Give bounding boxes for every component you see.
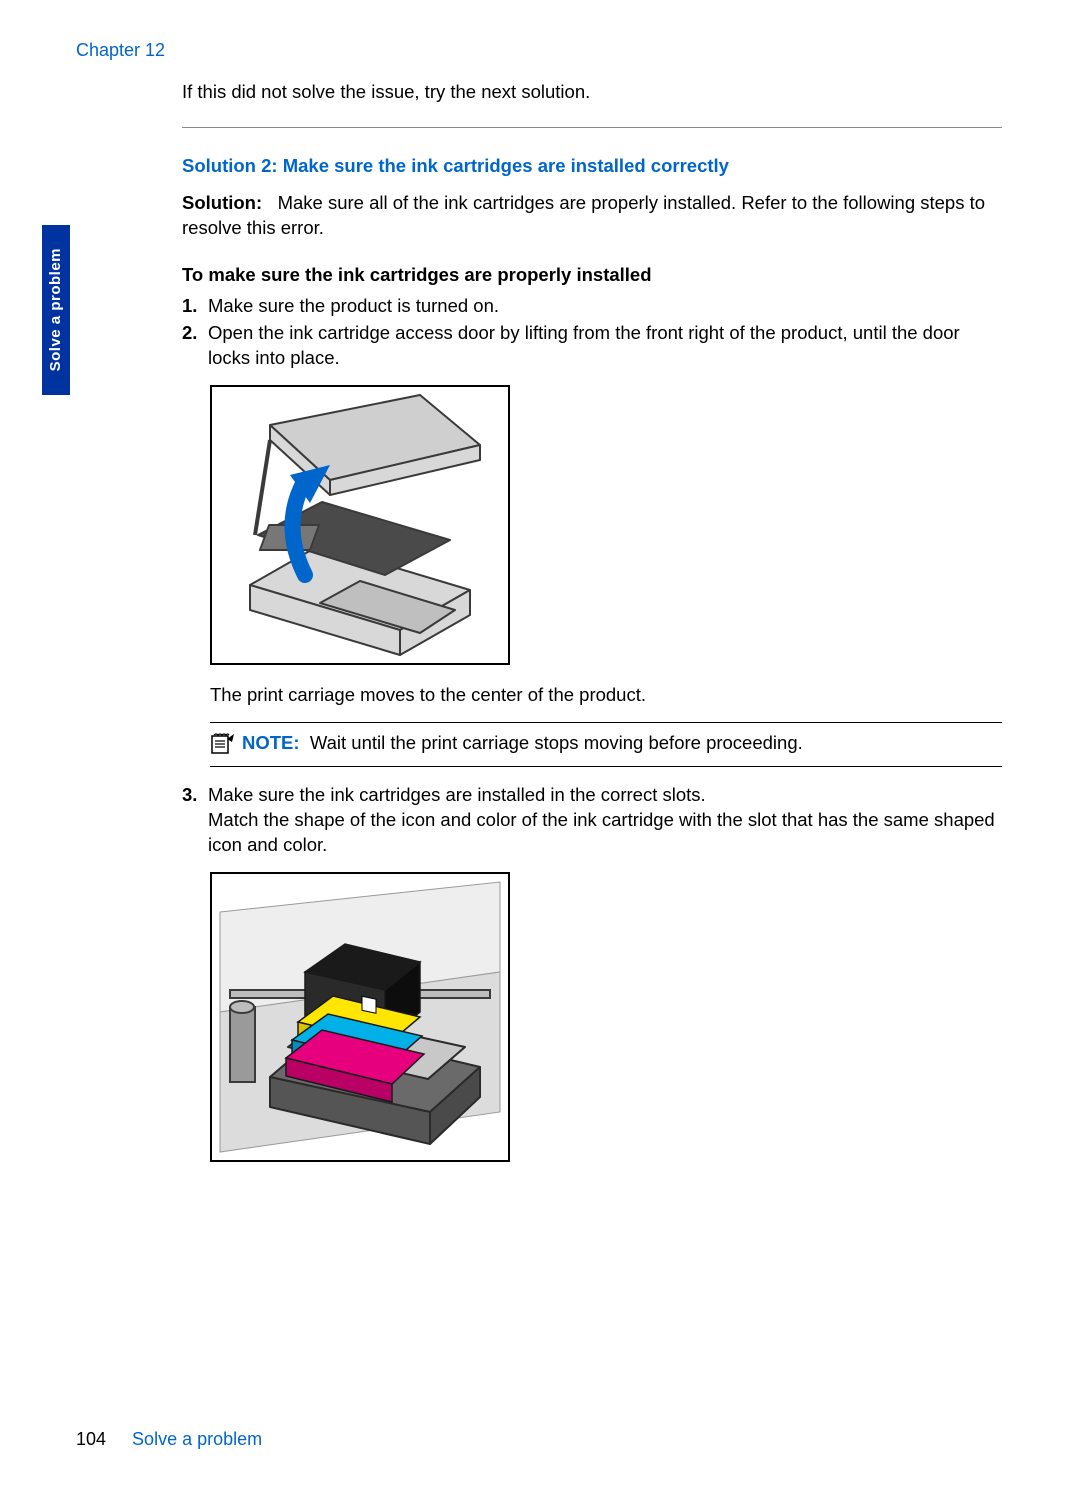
chapter-link[interactable]: Chapter 12 [76,38,1010,62]
solution-label: Solution: [182,192,262,213]
sub-heading: To make sure the ink cartridges are prop… [182,263,1002,288]
solution-title: Solution 2: Make sure the ink cartridges… [182,154,1002,179]
note-label: NOTE: [242,732,300,753]
list-item: 1. Make sure the product is turned on. [182,294,1002,319]
step-number: 1. [182,294,208,319]
list-item: 2. Open the ink cartridge access door by… [182,321,1002,371]
side-tab-label: Solve a problem [46,248,66,371]
steps-list-2: 3. Make sure the ink cartridges are inst… [182,783,1002,858]
step3-line2: Match the shape of the icon and color of… [208,809,995,855]
page-number: 104 [76,1427,106,1451]
note-icon [210,733,236,755]
footer-section: Solve a problem [132,1427,262,1451]
note-box: NOTE: Wait until the print carriage stop… [210,722,1002,767]
divider [182,127,1002,128]
intro-text: If this did not solve the issue, try the… [182,80,1002,105]
note-text: Wait until the print carriage stops movi… [310,732,803,753]
note-content: NOTE: Wait until the print carriage stop… [242,731,803,756]
step-text: Make sure the product is turned on. [208,294,1002,319]
steps-list: 1. Make sure the product is turned on. 2… [182,294,1002,371]
solution-paragraph: Solution: Make sure all of the ink cartr… [182,191,1002,241]
step-text: Open the ink cartridge access door by li… [208,321,1002,371]
main-content: If this did not solve the issue, try the… [182,80,1010,1162]
footer: 104 Solve a problem [76,1427,262,1451]
step-number: 3. [182,783,208,808]
figure-cartridges [210,872,1002,1162]
step-text: Make sure the ink cartridges are install… [208,783,1002,858]
carriage-text: The print carriage moves to the center o… [210,683,1002,708]
figure-printer-open [210,385,1002,665]
list-item: 3. Make sure the ink cartridges are inst… [182,783,1002,858]
solution-text: Make sure all of the ink cartridges are … [182,192,985,238]
step-number: 2. [182,321,208,346]
side-tab: Solve a problem [42,225,70,395]
step3-line1: Make sure the ink cartridges are install… [208,784,706,805]
